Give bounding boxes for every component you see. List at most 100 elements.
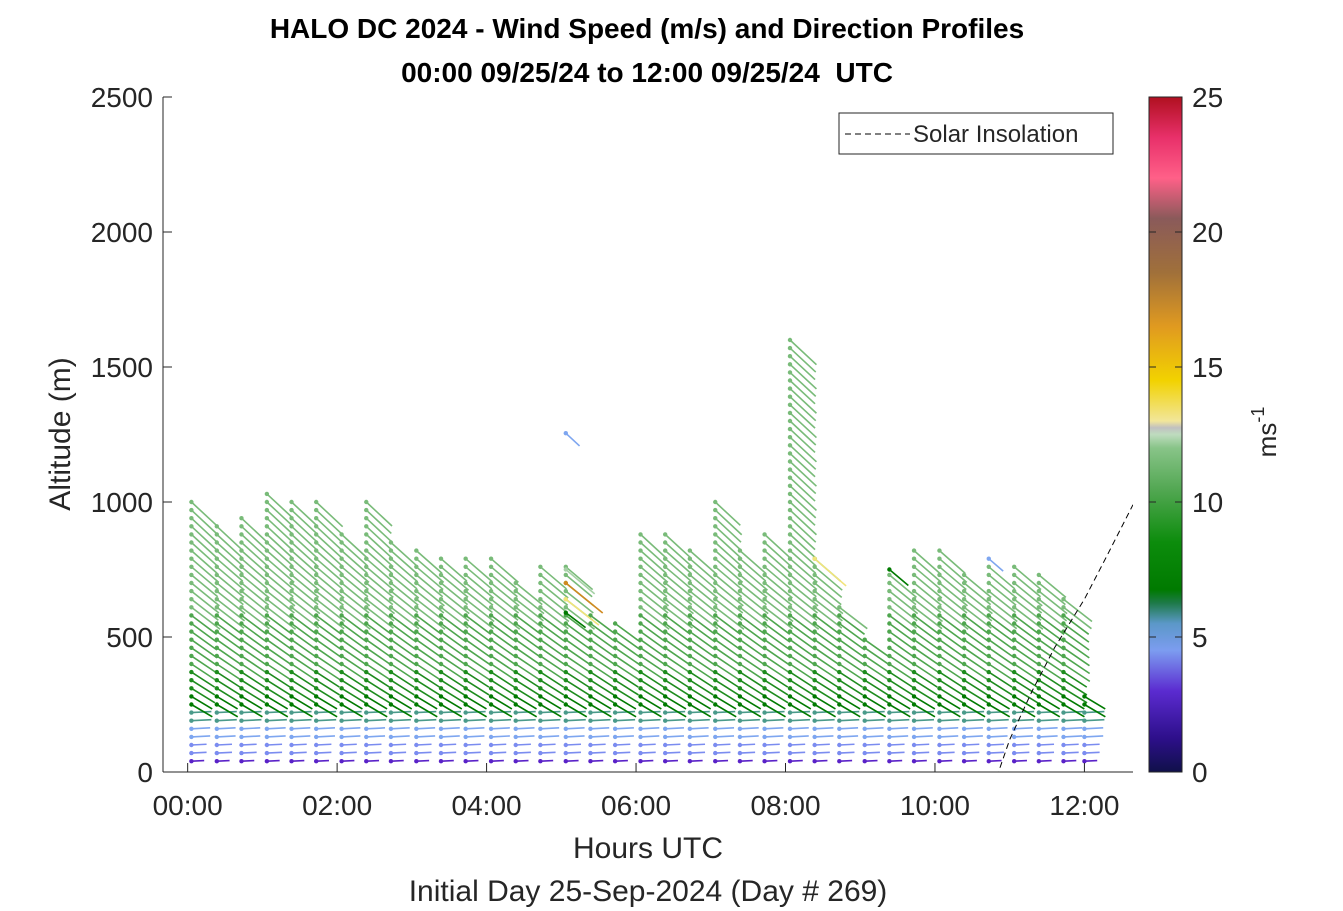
wind-barb [416, 727, 436, 730]
wind-barb-dot [313, 645, 319, 650]
wind-barb-dot [438, 750, 444, 756]
wind-barb [839, 727, 859, 730]
wind-barb [739, 566, 769, 591]
wind-barb-dot [713, 556, 718, 561]
wind-barb [565, 710, 586, 714]
wind-barb [615, 751, 631, 754]
wind-barb [1063, 639, 1090, 659]
wind-barb [739, 639, 767, 659]
wind-barb-dot [937, 742, 942, 748]
wind-barb-dot [538, 710, 543, 715]
wind-barb [390, 558, 419, 583]
wind-barb-dot [239, 605, 244, 610]
wind-barb-dot [264, 540, 270, 545]
wind-barb-dot [638, 532, 643, 537]
wind-barb-dot [264, 491, 270, 497]
wind-barb [366, 727, 386, 730]
wind-barb [465, 558, 493, 583]
wind-barb-dot [1036, 653, 1042, 659]
wind-barb [491, 751, 507, 754]
wind-barb [291, 710, 312, 714]
wind-barb-dot [737, 726, 743, 731]
wind-barb-dot [538, 580, 543, 586]
wind-barb-dot [612, 710, 618, 715]
wind-barb [838, 630, 866, 651]
wind-barb [764, 679, 789, 696]
wind-barb [938, 582, 968, 607]
wind-barb [1063, 727, 1083, 730]
wind-barb-dot [787, 516, 793, 521]
wind-barb [963, 614, 990, 635]
wind-barb [914, 718, 935, 722]
wind-barb-dot [887, 661, 892, 667]
wind-barb [789, 444, 817, 470]
wind-barb-dot [488, 613, 494, 618]
wind-barb-dot [937, 645, 942, 650]
wind-barb-dot [1036, 686, 1042, 691]
wind-barb-dot [239, 524, 244, 529]
wind-barb [415, 558, 445, 583]
wind-barb-dot [264, 759, 270, 764]
wind-barb [639, 541, 668, 567]
wind-barb [1038, 671, 1063, 688]
wind-barb [315, 517, 342, 543]
wind-barb-dot [239, 726, 244, 731]
wind-barb [490, 671, 515, 688]
wind-barb-dot [438, 588, 444, 594]
wind-barb-dot [812, 661, 817, 667]
wind-barb [664, 566, 694, 591]
wind-barb-dot [588, 686, 593, 691]
wind-barb [266, 574, 294, 598]
wind-barb [240, 533, 268, 559]
wind-barb-dot [911, 564, 917, 569]
wind-barb-dot [1011, 629, 1017, 634]
wind-barb [1038, 582, 1066, 606]
colorbar-label: ms-1 [1248, 407, 1282, 458]
wind-barb [216, 647, 244, 667]
wind-barb-dot [1061, 710, 1066, 715]
wind-barb [814, 590, 844, 615]
wind-barb [689, 622, 716, 643]
wind-barb-dot [762, 759, 767, 764]
wind-barb [789, 517, 817, 543]
wind-barb [266, 598, 295, 621]
wind-barb [714, 614, 741, 635]
wind-barb [315, 582, 344, 606]
wind-barb-dot [612, 621, 618, 626]
wind-barb-dot [264, 750, 270, 756]
wind-barb [266, 501, 293, 526]
wind-barb-dot [961, 686, 967, 691]
wind-barb-dot [687, 588, 693, 594]
wind-barb-dot [364, 532, 369, 537]
wind-barb [689, 590, 718, 614]
wind-barb [714, 647, 742, 667]
wind-barb-dot [1036, 718, 1042, 723]
wind-barb [216, 598, 246, 622]
wind-barb [190, 606, 221, 630]
wind-barb-dot [687, 742, 693, 748]
wind-barb-dot [313, 702, 319, 707]
wind-barb-dot [513, 710, 518, 715]
wind-barb-dot [762, 653, 767, 659]
wind-barb-dot [986, 605, 991, 610]
wind-barb [913, 558, 942, 583]
wind-barb-dot [414, 605, 419, 610]
wind-barb-dot [787, 491, 793, 497]
wind-barb-dot [513, 750, 518, 756]
wind-barb-dot [239, 710, 244, 715]
wind-barb [1063, 647, 1090, 667]
wind-barb [938, 574, 967, 598]
wind-barb [266, 525, 293, 551]
wind-barb-dot [837, 710, 842, 715]
wind-barb-dot [364, 548, 369, 553]
wind-barb [315, 655, 343, 675]
wind-barb-dot [264, 605, 270, 610]
wind-barb [964, 718, 985, 722]
wind-barb-dot [1011, 694, 1017, 699]
wind-barb-dot [638, 588, 643, 594]
colorbar-unit: ms [1252, 423, 1282, 458]
wind-barb-dot [538, 726, 543, 731]
wind-barb [963, 695, 986, 710]
wind-barb-dot [289, 556, 294, 561]
wind-barb [988, 703, 1011, 718]
